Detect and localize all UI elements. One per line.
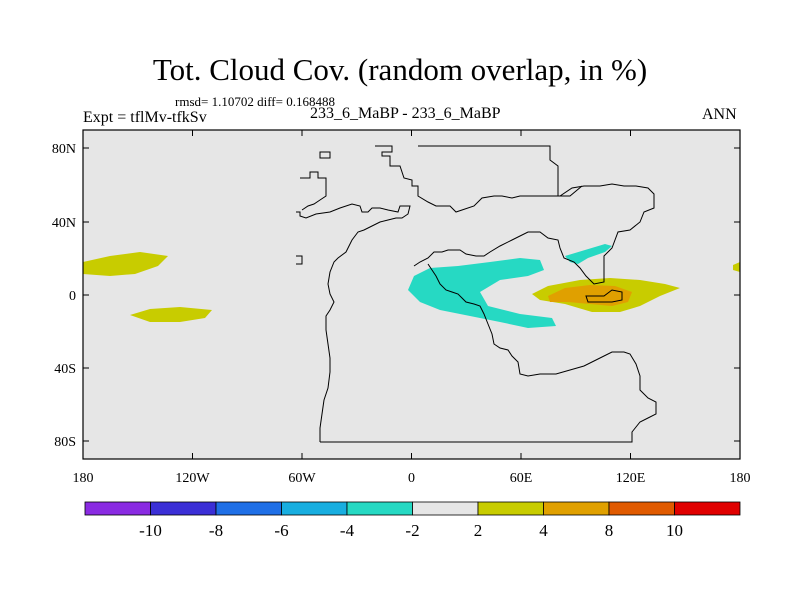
colorbar-labels: -10 -8 -6 -4 -2 2 4 8 10 <box>139 521 683 540</box>
y-tick-label: 40N <box>52 216 76 231</box>
colorbar-label: 2 <box>474 521 483 540</box>
colorbar-swatch <box>543 501 610 516</box>
season-label: ANN <box>702 106 737 123</box>
contour-pos-2-4 <box>83 252 168 276</box>
colorbar-swatch <box>215 501 282 516</box>
comparison-label: 233_6_MaBP - 233_6_MaBP <box>310 105 501 122</box>
colorbar-label: -10 <box>139 521 162 540</box>
colorbar <box>84 501 741 516</box>
colorbar-label: -6 <box>274 521 288 540</box>
colorbar-swatch <box>412 501 479 516</box>
contour-neg-2-4 <box>408 258 556 328</box>
x-tick-label: 60W <box>288 471 316 486</box>
stats-text: rmsd= 1.10702 diff= 0.168488 <box>175 94 335 109</box>
colorbar-label: 8 <box>605 521 614 540</box>
colorbar-label: -8 <box>209 521 223 540</box>
x-tick-label: 0 <box>408 471 415 486</box>
contour-pos-2-4 <box>733 262 740 272</box>
x-tick-label: 180 <box>730 471 751 486</box>
colorbar-swatch <box>608 501 675 516</box>
coastlines <box>296 145 657 443</box>
y-tick-label: 40S <box>54 362 76 377</box>
experiment-label: Expt = tflMv-tfkSv <box>83 109 207 126</box>
colorbar-swatch <box>150 501 217 516</box>
colorbar-label: 10 <box>666 521 683 540</box>
x-tick-label: 180 <box>73 471 94 486</box>
colorbar-swatch <box>674 501 741 516</box>
colorbar-swatch <box>477 501 544 516</box>
y-tick-label: 0 <box>69 289 76 304</box>
colorbar-label: 4 <box>539 521 548 540</box>
plot-title: Tot. Cloud Cov. (random overlap, in %) <box>152 52 648 87</box>
tick-labels: 180 120W 60W 0 60E 120E 180 80N 40N 0 40S 80S <box>52 142 751 486</box>
colorbar-swatch <box>281 501 348 516</box>
x-tick-label: 60E <box>510 471 533 486</box>
contour-neg-2-4 <box>565 244 612 264</box>
colorbar-label: -4 <box>340 521 355 540</box>
x-tick-label: 120E <box>616 471 646 486</box>
y-tick-label: 80N <box>52 142 76 157</box>
contour-pos-2-4 <box>130 307 212 322</box>
x-tick-label: 120W <box>175 471 210 486</box>
tick-marks <box>82 130 741 459</box>
colorbar-label: -2 <box>405 521 419 540</box>
colorbar-swatch <box>84 501 151 516</box>
y-tick-label: 80S <box>54 435 76 450</box>
colorbar-swatch <box>346 501 413 516</box>
